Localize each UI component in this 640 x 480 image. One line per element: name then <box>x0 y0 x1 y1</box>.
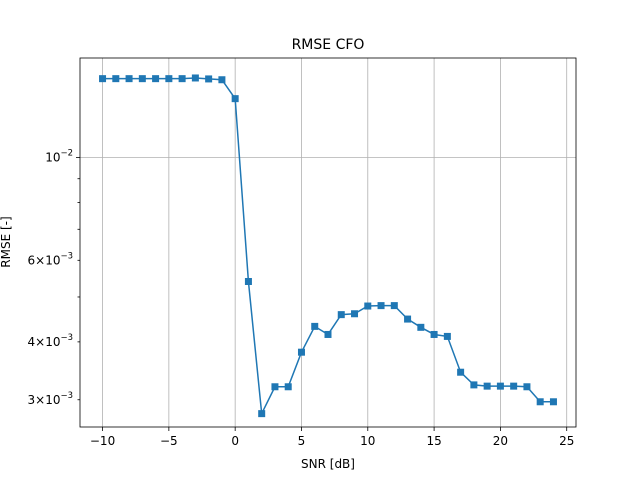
series-layer <box>99 74 557 418</box>
y-tick-label: 4×10−3 <box>28 333 74 349</box>
data-point <box>178 75 186 83</box>
data-point <box>112 75 120 83</box>
data-point <box>549 398 557 406</box>
data-point <box>244 277 252 285</box>
data-point <box>205 75 213 83</box>
data-point <box>125 75 133 83</box>
x-tick-label: 20 <box>493 434 508 448</box>
y-tick-exponent: −3 <box>60 333 73 343</box>
y-tick-exponent: −3 <box>60 251 73 261</box>
x-tick-label: −10 <box>90 434 115 448</box>
y-tick-times: ×10 <box>35 393 60 407</box>
data-point <box>364 302 372 310</box>
data-point <box>536 398 544 406</box>
data-point <box>258 410 266 418</box>
y-axis-label: RMSE [-] <box>0 216 13 267</box>
plot-frame <box>79 57 577 428</box>
y-tick-times: ×10 <box>35 335 60 349</box>
y-tick-exponent: −2 <box>60 149 73 159</box>
data-point <box>390 302 398 310</box>
data-point <box>351 310 359 318</box>
x-tick-label: 15 <box>426 434 441 448</box>
data-point <box>404 315 412 323</box>
data-point <box>297 348 305 356</box>
data-point <box>191 74 199 82</box>
data-point <box>430 330 438 338</box>
y-tick-mantissa: 6 <box>28 253 36 267</box>
y-tick-label: 6×10−3 <box>28 251 74 267</box>
y-tick-label: 10−2 <box>45 149 73 165</box>
x-tick-label: 10 <box>360 434 375 448</box>
data-point <box>470 381 478 389</box>
y-tick-base: 10 <box>45 151 60 165</box>
y-tick-mantissa: 4 <box>28 335 36 349</box>
data-point <box>284 383 292 391</box>
x-tick-label: 0 <box>231 434 239 448</box>
chart-title: RMSE CFO <box>292 37 365 53</box>
y-tick-mantissa: 3 <box>28 393 36 407</box>
x-tick-label: 5 <box>298 434 306 448</box>
x-tick-label: 25 <box>559 434 574 448</box>
data-point <box>377 302 385 310</box>
data-point <box>99 75 107 83</box>
data-point <box>231 95 239 103</box>
y-tick-label: 3×10−3 <box>28 391 74 407</box>
data-point <box>483 382 491 390</box>
data-point <box>457 368 465 376</box>
data-point <box>138 75 146 83</box>
data-point <box>337 311 345 319</box>
data-point <box>165 75 173 83</box>
data-point <box>417 323 425 331</box>
data-point <box>152 75 160 83</box>
y-tick-exponent: −3 <box>60 391 73 401</box>
series-line <box>102 77 554 417</box>
y-tick-times: ×10 <box>35 253 60 267</box>
data-point <box>218 76 226 84</box>
data-point <box>510 382 518 390</box>
data-point <box>311 322 319 330</box>
grid-lines <box>80 58 576 427</box>
data-point <box>324 330 332 338</box>
x-tick-label: −5 <box>160 434 178 448</box>
x-axis-label: SNR [dB] <box>301 457 355 471</box>
data-point <box>523 383 531 391</box>
data-point <box>443 332 451 340</box>
data-point <box>271 383 279 391</box>
data-point <box>496 382 504 390</box>
